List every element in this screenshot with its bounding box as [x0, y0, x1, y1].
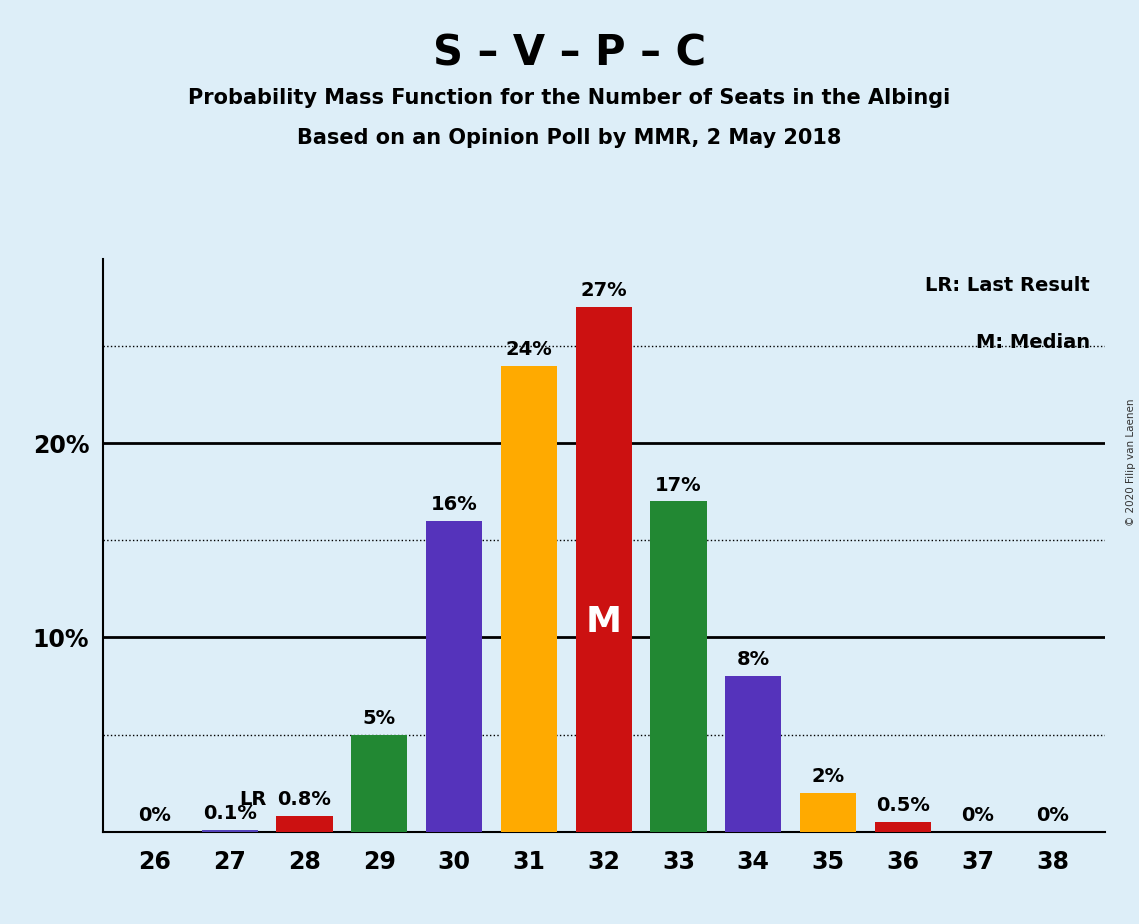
Text: 8%: 8%: [737, 650, 770, 670]
Text: 0.8%: 0.8%: [278, 790, 331, 809]
Text: LR: LR: [239, 790, 267, 809]
Bar: [800, 793, 857, 832]
Bar: [875, 821, 931, 832]
Text: S – V – P – C: S – V – P – C: [433, 32, 706, 74]
Bar: [351, 735, 408, 832]
Text: 2%: 2%: [811, 767, 845, 786]
Text: LR: Last Result: LR: Last Result: [925, 276, 1090, 295]
Text: 0%: 0%: [139, 806, 171, 825]
Text: M: M: [585, 605, 622, 638]
Text: M: Median: M: Median: [976, 334, 1090, 352]
Bar: [726, 676, 781, 832]
Text: Based on an Opinion Poll by MMR, 2 May 2018: Based on an Opinion Poll by MMR, 2 May 2…: [297, 128, 842, 148]
Text: 17%: 17%: [655, 476, 702, 494]
Text: 0%: 0%: [1036, 806, 1068, 825]
Bar: [277, 816, 333, 832]
Bar: [426, 521, 482, 832]
Text: 27%: 27%: [581, 282, 626, 300]
Text: Probability Mass Function for the Number of Seats in the Albingi: Probability Mass Function for the Number…: [188, 88, 951, 108]
Bar: [501, 366, 557, 832]
Bar: [202, 830, 257, 832]
Text: 0%: 0%: [961, 806, 994, 825]
Bar: [575, 308, 632, 832]
Text: © 2020 Filip van Laenen: © 2020 Filip van Laenen: [1125, 398, 1136, 526]
Text: 16%: 16%: [431, 495, 477, 514]
Text: 0.5%: 0.5%: [876, 796, 929, 815]
Text: 0.1%: 0.1%: [203, 804, 256, 823]
Text: 5%: 5%: [362, 709, 396, 728]
Text: 24%: 24%: [506, 340, 552, 359]
Bar: [650, 502, 706, 832]
